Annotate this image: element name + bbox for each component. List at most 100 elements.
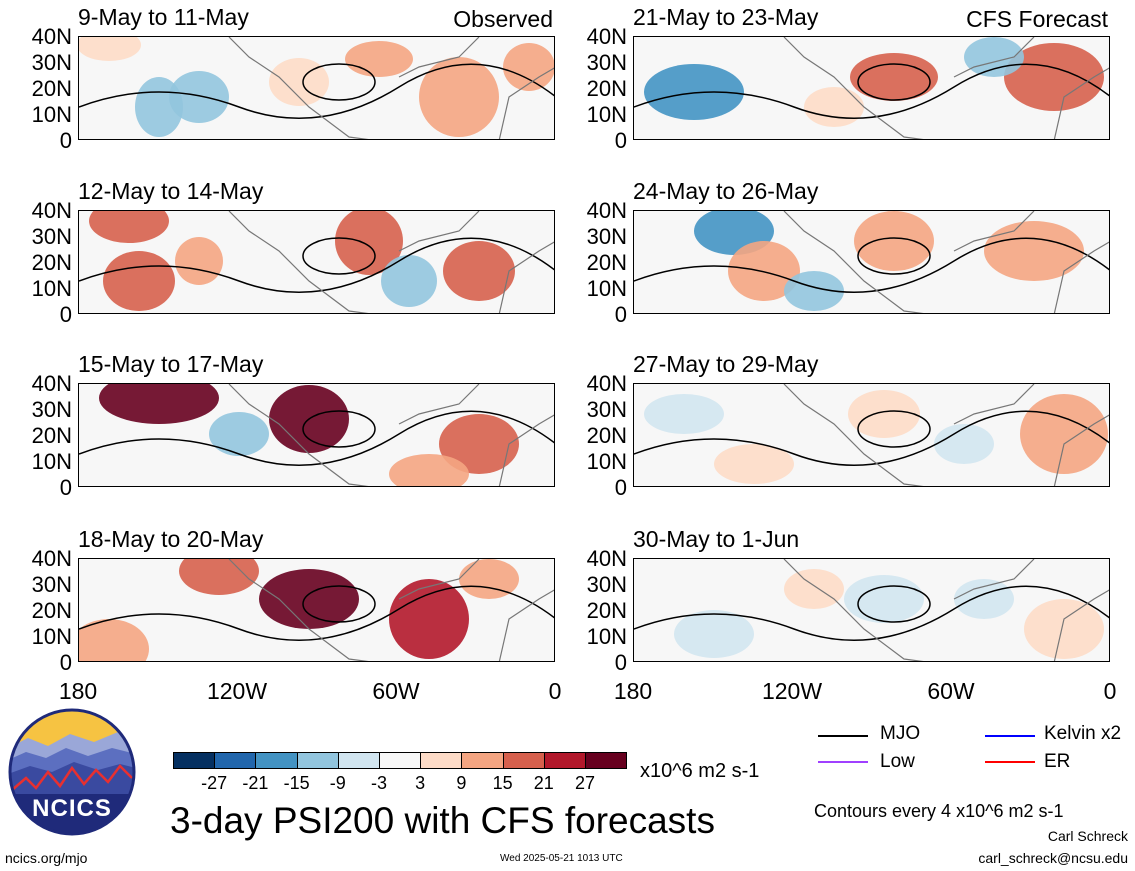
timestamp: Wed 2025-05-21 1013 UTC — [500, 853, 623, 864]
lat-label: 30N — [31, 397, 72, 422]
lat-label: 40N — [31, 546, 72, 571]
contour-note: Contours every 4 x10^6 m2 s-1 — [814, 801, 1064, 821]
map-panel — [78, 383, 555, 487]
colorbar-swatch — [296, 752, 339, 769]
map-panel — [78, 36, 555, 140]
lon-label: 60W — [927, 678, 975, 704]
colorbar-tick-label: 9 — [456, 773, 467, 793]
colorbar-swatch — [173, 752, 216, 769]
lon-label: 120W — [206, 678, 268, 704]
lon-label: 0 — [1103, 678, 1117, 704]
lat-label: 0 — [614, 475, 627, 500]
panel-tag: CFS Forecast — [966, 6, 1108, 32]
lat-label: 40N — [31, 371, 72, 396]
colorbar-tick-label: 15 — [492, 773, 513, 793]
lat-label: 30N — [31, 50, 72, 75]
lat-label: 0 — [614, 302, 627, 327]
lat-label: 0 — [59, 475, 72, 500]
lat-label: 20N — [586, 76, 627, 101]
lat-label: 0 — [614, 650, 627, 675]
map-panel — [633, 558, 1110, 662]
lat-label: 20N — [586, 250, 627, 275]
map-panel — [633, 210, 1110, 314]
author-email[interactable]: carl_schreck@ncsu.edu — [978, 850, 1128, 866]
lat-label: 10N — [586, 276, 627, 301]
lat-label: 10N — [586, 624, 627, 649]
colorbar-swatch — [337, 752, 380, 769]
lat-label: 30N — [31, 224, 72, 249]
lat-label: 30N — [31, 572, 72, 597]
colorbar-swatch — [543, 752, 586, 769]
colorbar-swatch — [585, 752, 628, 769]
colorbar-tick-label: 21 — [533, 773, 554, 793]
map-panel — [78, 210, 555, 314]
author: Carl Schreck — [1047, 828, 1128, 844]
map-panel — [633, 383, 1110, 487]
colorbar-tick-label: 3 — [415, 773, 426, 793]
lat-label: 10N — [31, 449, 72, 474]
lat-label: 30N — [586, 397, 627, 422]
lat-label: 40N — [586, 371, 627, 396]
lat-label: 10N — [586, 102, 627, 127]
panel-title: 18-May to 20-May — [78, 526, 264, 552]
lat-label: 30N — [586, 50, 627, 75]
lat-label: 20N — [31, 250, 72, 275]
colorbar-swatch — [214, 752, 257, 769]
lat-label: 0 — [59, 128, 72, 153]
panel-title: 24-May to 26-May — [633, 178, 819, 204]
colorbar-tick-label: 27 — [574, 773, 596, 793]
colorbar-tick-label: -27 — [201, 773, 228, 793]
lat-label: 40N — [586, 546, 627, 571]
lon-label: 120W — [761, 678, 823, 704]
lon-label: 0 — [548, 678, 562, 704]
colorbar-swatch — [255, 752, 298, 769]
legend-swatch-mjo — [818, 735, 868, 737]
lat-label: 0 — [59, 302, 72, 327]
lat-label: 10N — [31, 624, 72, 649]
panel-title: 15-May to 17-May — [78, 351, 264, 377]
lon-label: 60W — [372, 678, 420, 704]
colorbar-tick-label: -9 — [329, 773, 346, 793]
site-link[interactable]: ncics.org/mjo — [5, 850, 88, 866]
legend-swatch-low — [818, 761, 868, 763]
colorbar-tick-label: -3 — [370, 773, 388, 793]
lat-label: 0 — [614, 128, 627, 153]
figure-title: 3-day PSI200 with CFS forecasts — [170, 800, 715, 841]
colorbar-tick-label: -21 — [242, 773, 269, 793]
panel-title: 21-May to 23-May — [633, 4, 819, 30]
legend-label-mjo: MJO — [880, 723, 921, 744]
panel-tag: Observed — [453, 6, 553, 32]
colorbar-swatch — [420, 752, 463, 769]
lat-label: 20N — [586, 598, 627, 623]
lat-label: 30N — [586, 572, 627, 597]
ncics-logo: NCICS — [8, 708, 136, 836]
lat-label: 10N — [31, 276, 72, 301]
lat-label: 40N — [586, 24, 627, 49]
lon-label: 180 — [613, 678, 653, 704]
colorbar-swatch — [379, 752, 422, 769]
lat-label: 40N — [31, 198, 72, 223]
lat-label: 20N — [31, 423, 72, 448]
lon-label: 180 — [58, 678, 98, 704]
panel-title: 27-May to 29-May — [633, 351, 819, 377]
map-panel — [633, 36, 1110, 140]
lat-label: 0 — [59, 650, 72, 675]
lat-label: 40N — [586, 198, 627, 223]
colorbar-swatch — [502, 752, 545, 769]
lat-label: 10N — [586, 449, 627, 474]
legend-swatch-er — [985, 761, 1035, 763]
logo-text: NCICS — [32, 795, 112, 822]
colorbar-units: x10^6 m2 s-1 — [640, 760, 760, 782]
map-panel — [78, 558, 555, 662]
legend-label-low: Low — [880, 751, 915, 772]
colorbar-swatch — [461, 752, 504, 769]
lat-label: 30N — [586, 224, 627, 249]
panel-title: 9-May to 11-May — [78, 4, 249, 30]
legend-swatch-kelvin — [985, 735, 1035, 737]
colorbar-tick-label: -15 — [283, 773, 310, 793]
panel-title: 12-May to 14-May — [78, 178, 264, 204]
lat-label: 40N — [31, 24, 72, 49]
lat-label: 10N — [31, 102, 72, 127]
panel-title: 30-May to 1-Jun — [633, 526, 800, 552]
legend-label-kelvin: Kelvin x2 — [1044, 723, 1122, 744]
